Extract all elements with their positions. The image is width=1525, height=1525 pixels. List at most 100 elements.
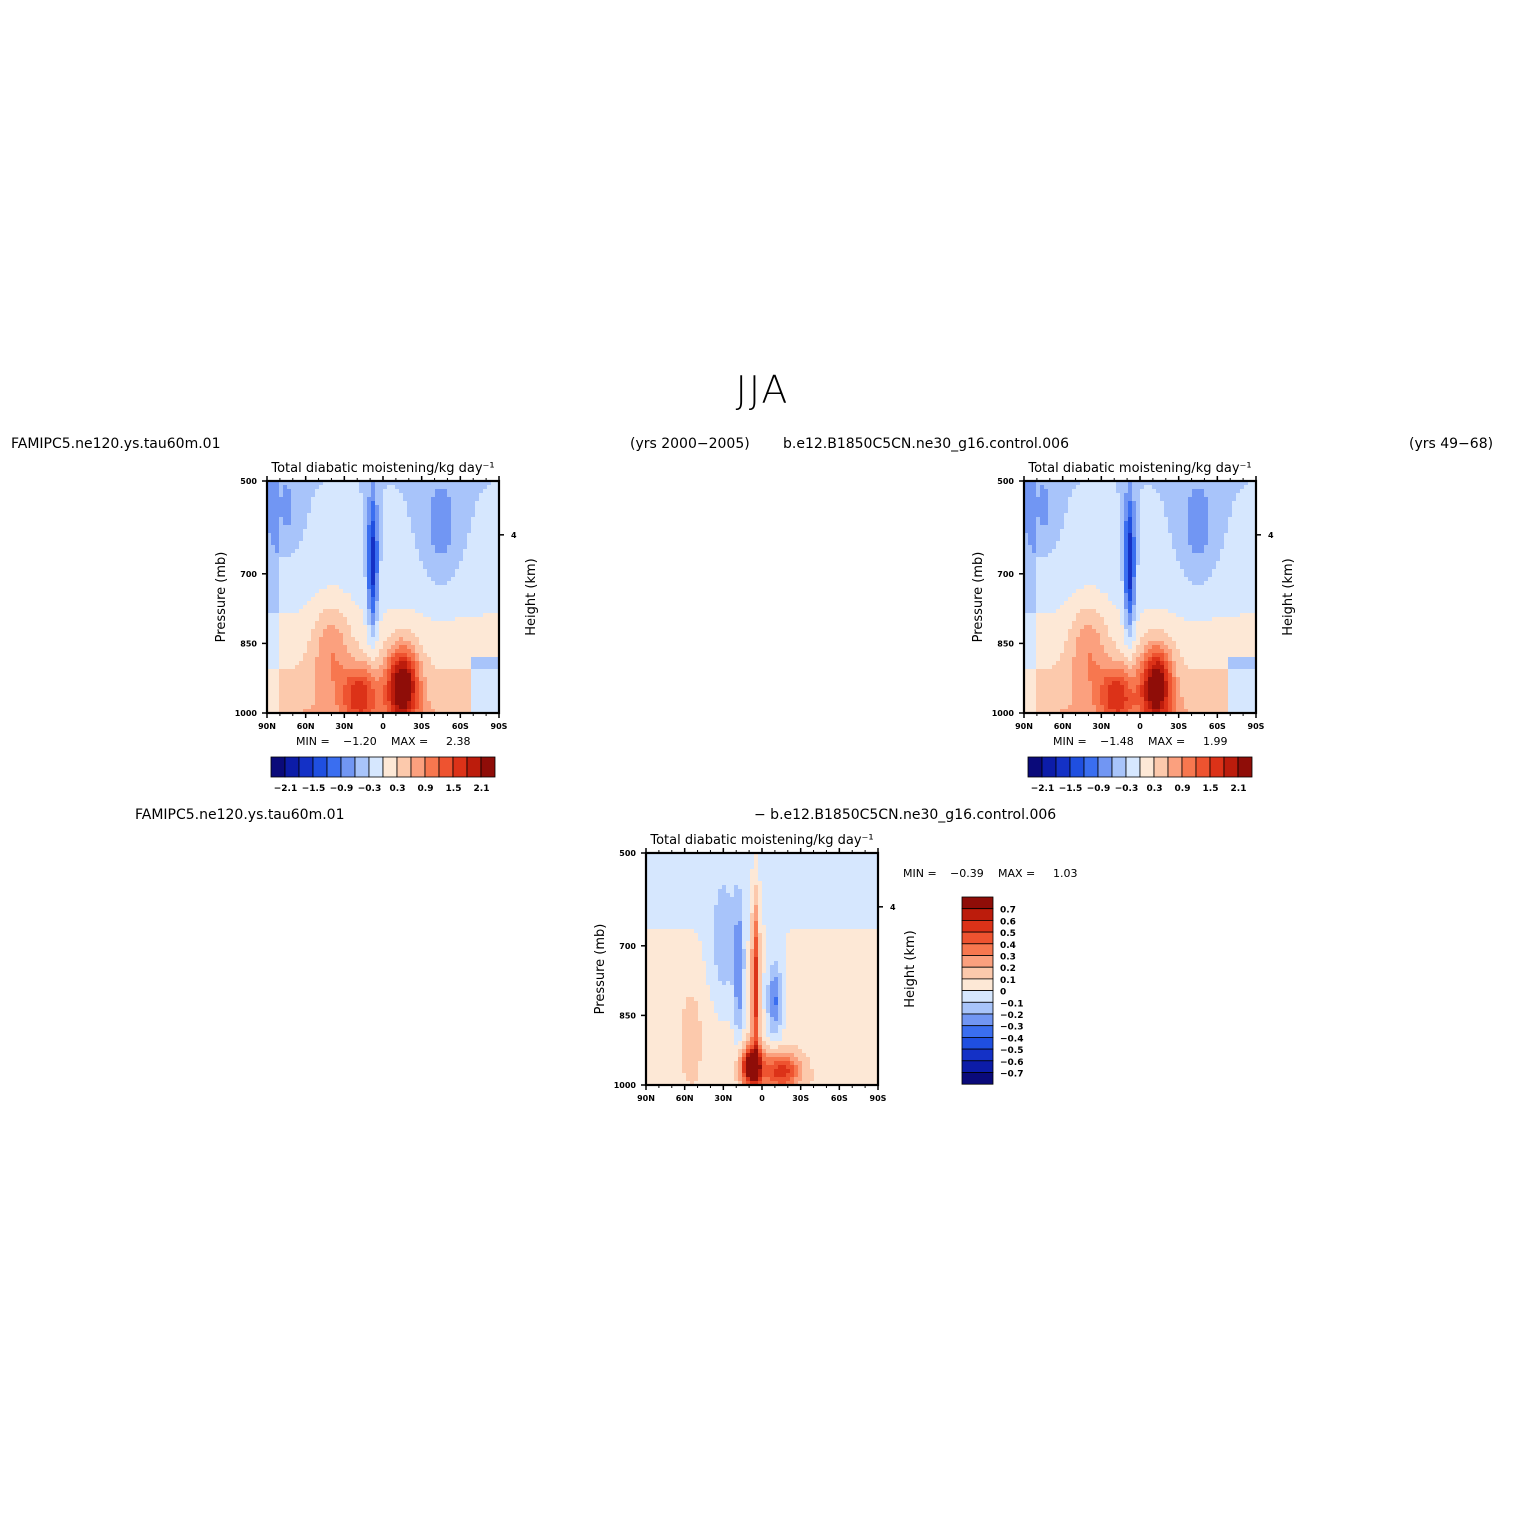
field-cell — [1220, 513, 1225, 518]
field-cell — [459, 597, 464, 602]
field-cell — [1080, 569, 1085, 574]
field-cell — [395, 493, 400, 498]
field-cell — [451, 561, 456, 566]
field-cell — [1092, 481, 1097, 486]
field-cell — [279, 593, 284, 598]
field-cell — [459, 549, 464, 554]
field-cell — [1144, 537, 1149, 542]
field-cell — [459, 645, 464, 650]
field-cell — [1132, 481, 1137, 486]
field-cell — [1224, 553, 1229, 558]
field-cell — [399, 561, 404, 566]
field-cell — [475, 509, 480, 514]
field-cell — [1092, 521, 1097, 526]
field-cell — [391, 617, 396, 622]
field-cell — [475, 485, 480, 490]
field-cell — [411, 653, 416, 658]
field-cell — [351, 525, 356, 530]
field-cell — [1096, 489, 1101, 494]
field-cell — [439, 693, 444, 698]
field-cell — [1088, 513, 1093, 518]
field-cell — [415, 557, 420, 562]
field-cell — [1072, 577, 1077, 582]
field-cell — [331, 681, 336, 686]
field-cell — [1224, 517, 1229, 522]
field-cell — [1248, 501, 1253, 506]
field-cell — [267, 501, 272, 506]
field-cell — [1248, 513, 1253, 518]
field-cell — [1240, 489, 1245, 494]
field-cell — [471, 661, 476, 666]
field-cell — [291, 593, 296, 598]
field-cell — [415, 565, 420, 570]
field-cell — [347, 613, 352, 618]
field-cell — [319, 681, 324, 686]
field-cell — [363, 549, 368, 554]
field-cell — [267, 577, 272, 582]
field-cell — [387, 653, 392, 658]
field-cell — [495, 657, 500, 662]
field-cell — [327, 617, 332, 622]
field-cell — [1060, 561, 1065, 566]
field-cell — [355, 581, 360, 586]
field-cell — [311, 641, 316, 646]
field-cell — [283, 609, 288, 614]
field-cell — [311, 585, 316, 590]
field-cell — [1180, 537, 1185, 542]
field-cell — [487, 489, 492, 494]
field-cell — [439, 493, 444, 498]
field-cell — [1192, 565, 1197, 570]
field-cell — [315, 689, 320, 694]
field-cell — [1160, 553, 1165, 558]
field-cell — [275, 481, 280, 486]
field-cell — [1040, 525, 1045, 530]
field-cell — [419, 585, 424, 590]
field-cell — [463, 697, 468, 702]
field-cell — [399, 489, 404, 494]
field-cell — [399, 637, 404, 642]
field-cell — [1176, 557, 1181, 562]
field-cell — [327, 581, 332, 586]
field-cell — [355, 577, 360, 582]
field-cell — [1056, 569, 1061, 574]
field-cell — [1112, 545, 1117, 550]
field-cell — [295, 613, 300, 618]
field-cell — [335, 605, 340, 610]
field-cell — [287, 517, 292, 522]
field-cell — [491, 641, 496, 646]
field-cell — [1196, 489, 1201, 494]
field-cell — [419, 641, 424, 646]
field-cell — [387, 613, 392, 618]
field-cell — [427, 605, 432, 610]
field-cell — [1136, 493, 1141, 498]
field-cell — [295, 565, 300, 570]
field-cell — [1132, 497, 1137, 502]
field-cell — [431, 509, 436, 514]
field-cell — [483, 601, 488, 606]
field-cell — [387, 521, 392, 526]
field-cell — [1092, 557, 1097, 562]
field-cell — [471, 537, 476, 542]
field-cell — [315, 569, 320, 574]
field-cell — [471, 681, 476, 686]
field-cell — [1056, 525, 1061, 530]
field-cell — [347, 701, 352, 706]
field-cell — [1184, 513, 1189, 518]
field-cell — [335, 629, 340, 634]
field-cell — [1080, 517, 1085, 522]
field-cell — [395, 513, 400, 518]
field-cell — [1148, 561, 1153, 566]
field-cell — [431, 625, 436, 630]
field-cell — [363, 497, 368, 502]
field-cell — [383, 493, 388, 498]
field-cell — [355, 541, 360, 546]
field-cell — [291, 505, 296, 510]
field-cell — [1064, 485, 1069, 490]
field-cell — [1084, 529, 1089, 534]
field-cell — [467, 481, 472, 486]
field-cell — [371, 613, 376, 618]
field-cell — [471, 697, 476, 702]
field-cell — [399, 645, 404, 650]
field-cell — [283, 705, 288, 710]
field-cell — [331, 565, 336, 570]
